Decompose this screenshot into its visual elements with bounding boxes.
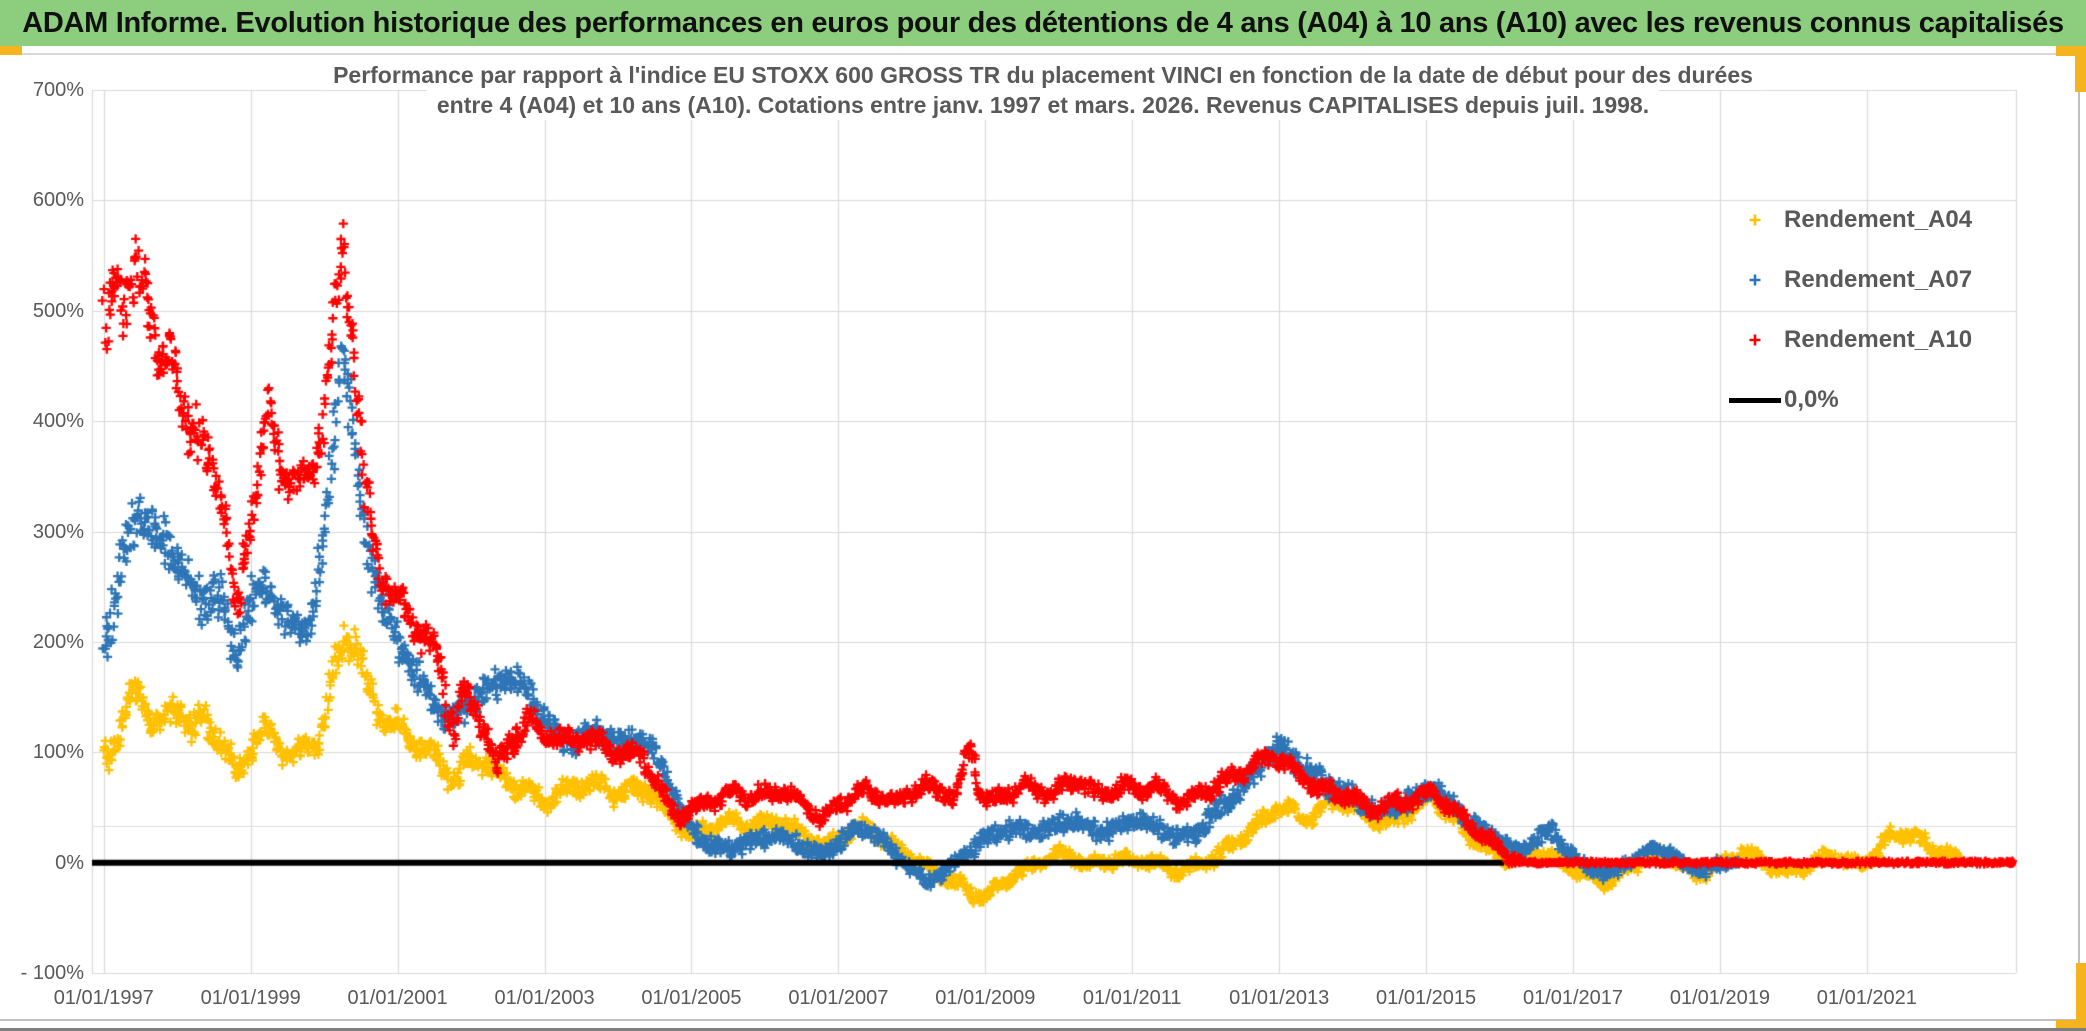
plus-marker-icon xyxy=(1726,273,1784,287)
plus-marker-icon xyxy=(1726,213,1784,227)
right-border xyxy=(2078,56,2080,1020)
x-axis-label: 01/01/1999 xyxy=(200,987,301,1009)
legend-label: Rendement_A04 xyxy=(1784,206,1973,233)
legend-label: Rendement_A07 xyxy=(1784,266,1973,293)
x-axis-label: 01/01/2021 xyxy=(1816,987,1917,1009)
y-axis-label: 500% xyxy=(32,299,84,322)
y-axis-label: 0% xyxy=(55,851,84,874)
chart-legend: Rendement_A04 Rendement_A07 Rendement_A10 0… xyxy=(1726,190,1972,430)
legend-item-0-0-[interactable]: 0,0% xyxy=(1726,370,1972,430)
legend-label: 0,0% xyxy=(1784,386,1839,413)
x-axis-label: 01/01/2003 xyxy=(494,987,595,1009)
x-axis-label: 01/01/2015 xyxy=(1376,987,1477,1009)
x-axis-label: 01/01/2011 xyxy=(1082,987,1182,1009)
gold-accent-right-lower xyxy=(2076,963,2086,1031)
bottom-edge-strip xyxy=(0,1028,2086,1031)
x-axis-label: 01/01/2013 xyxy=(1229,987,1330,1009)
x-axis-label: 01/01/2005 xyxy=(641,987,742,1009)
legend-label: Rendement_A10 xyxy=(1784,326,1973,353)
y-axis-label: - 100% xyxy=(20,962,84,984)
plus-marker-icon xyxy=(1726,333,1784,347)
x-axis-label: 01/01/2019 xyxy=(1669,987,1770,1009)
content-top-border xyxy=(0,53,2056,55)
gold-accent-top-right-h xyxy=(2056,46,2086,56)
x-axis-label: 01/01/2001 xyxy=(347,987,448,1009)
x-axis-label: 01/01/2009 xyxy=(935,987,1036,1009)
y-axis-label: 600% xyxy=(32,189,84,212)
gold-accent-top-left xyxy=(0,46,22,55)
x-axis-label: 01/01/1997 xyxy=(53,987,154,1009)
y-axis-label: 100% xyxy=(32,741,84,764)
bottom-border xyxy=(0,1019,2086,1021)
legend-item-rendement-a10[interactable]: Rendement_A10 xyxy=(1726,310,1972,370)
legend-item-rendement-a04[interactable]: Rendement_A04 xyxy=(1726,190,1972,250)
y-axis-label: 200% xyxy=(32,630,84,653)
gold-accent-top-right-v xyxy=(2075,46,2086,92)
x-axis-label: 01/01/2007 xyxy=(788,987,889,1009)
x-axis-label: 01/01/2017 xyxy=(1522,987,1624,1009)
y-axis-label: 300% xyxy=(32,520,84,543)
legend-item-rendement-a07[interactable]: Rendement_A07 xyxy=(1726,250,1972,310)
line-marker-icon xyxy=(1726,397,1784,403)
gold-accent-bottom-right xyxy=(2056,1020,2086,1031)
y-axis-label: 700% xyxy=(32,79,84,101)
y-axis-label: 400% xyxy=(32,410,84,433)
